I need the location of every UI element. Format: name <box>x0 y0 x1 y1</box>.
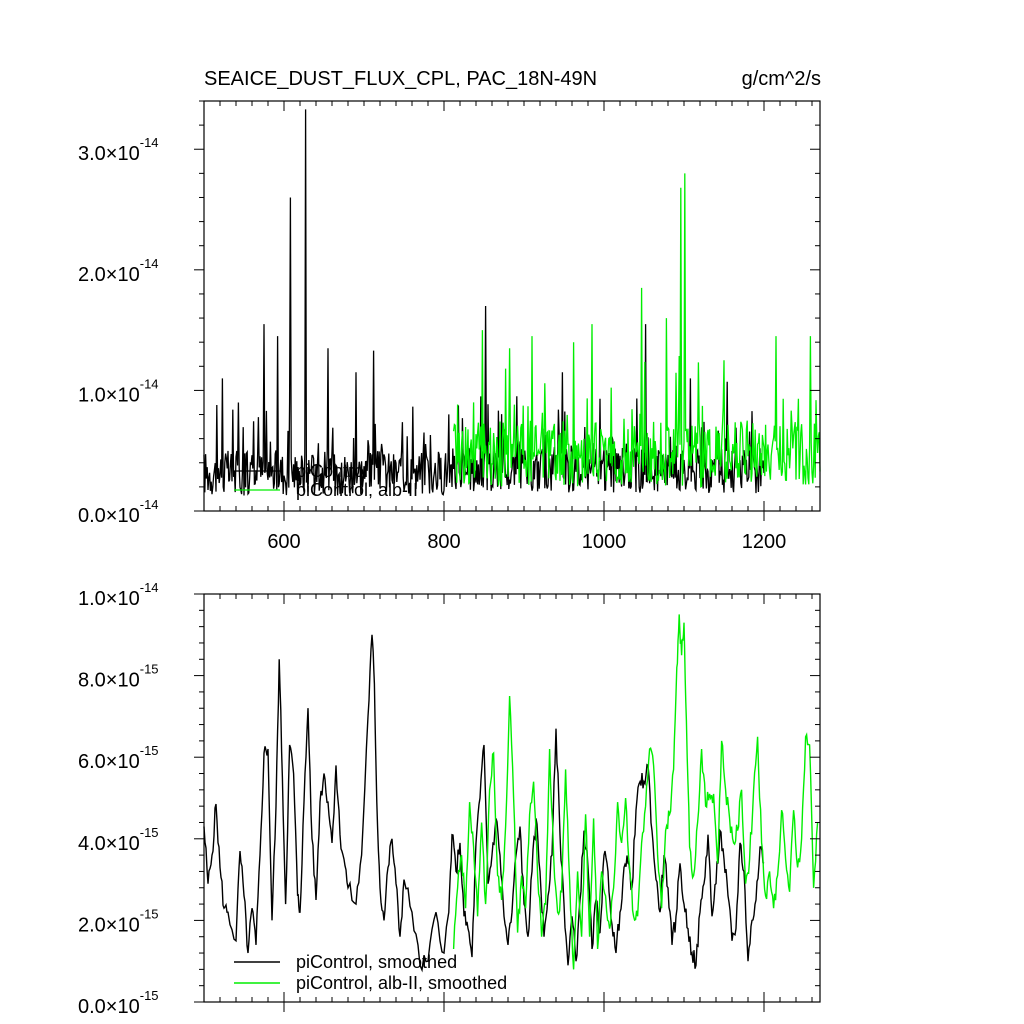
top-x-tick-label: 1000 <box>582 531 627 553</box>
bottom-legend-label: piControl, alb-II, smoothed <box>296 973 507 993</box>
bottom-frame <box>203 593 821 1003</box>
top-series-alb-ii-line <box>452 173 821 488</box>
units-label: g/cm^2/s <box>742 68 821 90</box>
top-frame <box>203 100 821 512</box>
bottom-series-group <box>203 614 819 973</box>
chart-title: SEAICE_DUST_FLUX_CPL, PAC_18N-49N <box>204 68 597 90</box>
top-x-tick-label: 800 <box>427 531 460 553</box>
bottom-series-alb-ii-smoothed-line <box>452 614 819 970</box>
bottom-y-tick-exponent: -15 <box>140 906 159 921</box>
top-y-tick-exponent: -14 <box>140 135 159 150</box>
top-legend-label: piControl, alb-II <box>296 480 418 500</box>
bottom-legend-label: piControl, smoothed <box>296 952 457 972</box>
bottom-y-tick-label: 2.0×10-15 <box>78 906 159 936</box>
bottom-y-tick-exponent: -15 <box>140 825 159 840</box>
bottom-series-picontrol-smoothed-line <box>203 634 765 973</box>
top-y-tick-label: 3.0×10-14 <box>78 135 159 165</box>
top-y-tick-label: 2.0×10-14 <box>78 256 159 286</box>
bottom-y-tick-exponent: -15 <box>140 662 159 677</box>
top-series-group <box>203 109 821 496</box>
bottom-y-tick-label: 6.0×10-15 <box>78 743 159 773</box>
top-y-tick-exponent: -14 <box>140 376 159 391</box>
bottom-y-tick-exponent: -15 <box>140 988 159 1003</box>
bottom-y-tick-label: 0.0×10-15 <box>78 988 159 1018</box>
top-legend-label: piControl <box>296 461 368 481</box>
top-x-tick-label: 600 <box>267 531 300 553</box>
top-y-tick-label: 0.0×10-14 <box>78 497 159 527</box>
top-y-tick-exponent: -14 <box>140 256 159 271</box>
bottom-y-tick-label: 8.0×10-15 <box>78 662 159 692</box>
top-y-tick-exponent: -14 <box>140 497 159 512</box>
bottom-y-tick-exponent: -14 <box>140 580 159 595</box>
top-x-tick-label: 1200 <box>742 531 787 553</box>
bottom-y-tick-exponent: -15 <box>140 743 159 758</box>
bottom-y-tick-label: 4.0×10-15 <box>78 825 159 855</box>
bottom-y-tick-label: 1.0×10-14 <box>78 580 159 610</box>
top-y-tick-label: 1.0×10-14 <box>78 376 159 406</box>
